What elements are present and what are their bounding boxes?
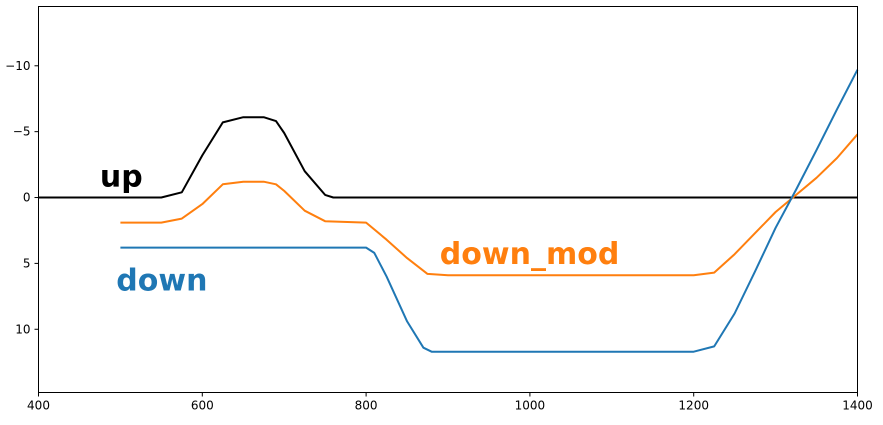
y-tick-label: 0 xyxy=(23,191,31,205)
x-tick-label: 800 xyxy=(355,399,378,413)
series-layer xyxy=(38,69,859,353)
x-tick-label: 1000 xyxy=(515,399,546,413)
series-label-down: down xyxy=(116,263,207,298)
x-tick-label: 400 xyxy=(27,399,50,413)
y-tick-label: −5 xyxy=(13,125,31,139)
y-tick-label: −10 xyxy=(5,59,30,73)
y-tick-label: 5 xyxy=(23,256,31,270)
plot-frame xyxy=(38,6,858,393)
series-line-up xyxy=(38,116,858,199)
series-label-down_mod: down_mod xyxy=(440,237,620,272)
x-tick-label: 1200 xyxy=(678,399,709,413)
y-tick-label: 10 xyxy=(15,322,30,336)
axis-layer: 400 600 800 1000 1200 1400 −10 −5 0 5 10 xyxy=(5,59,873,413)
series-line-down xyxy=(120,69,859,353)
x-tick-label: 600 xyxy=(191,399,214,413)
series-line-down_mod xyxy=(120,133,859,277)
series-label-up: up xyxy=(100,159,143,194)
x-tick-label: 1400 xyxy=(842,399,873,413)
